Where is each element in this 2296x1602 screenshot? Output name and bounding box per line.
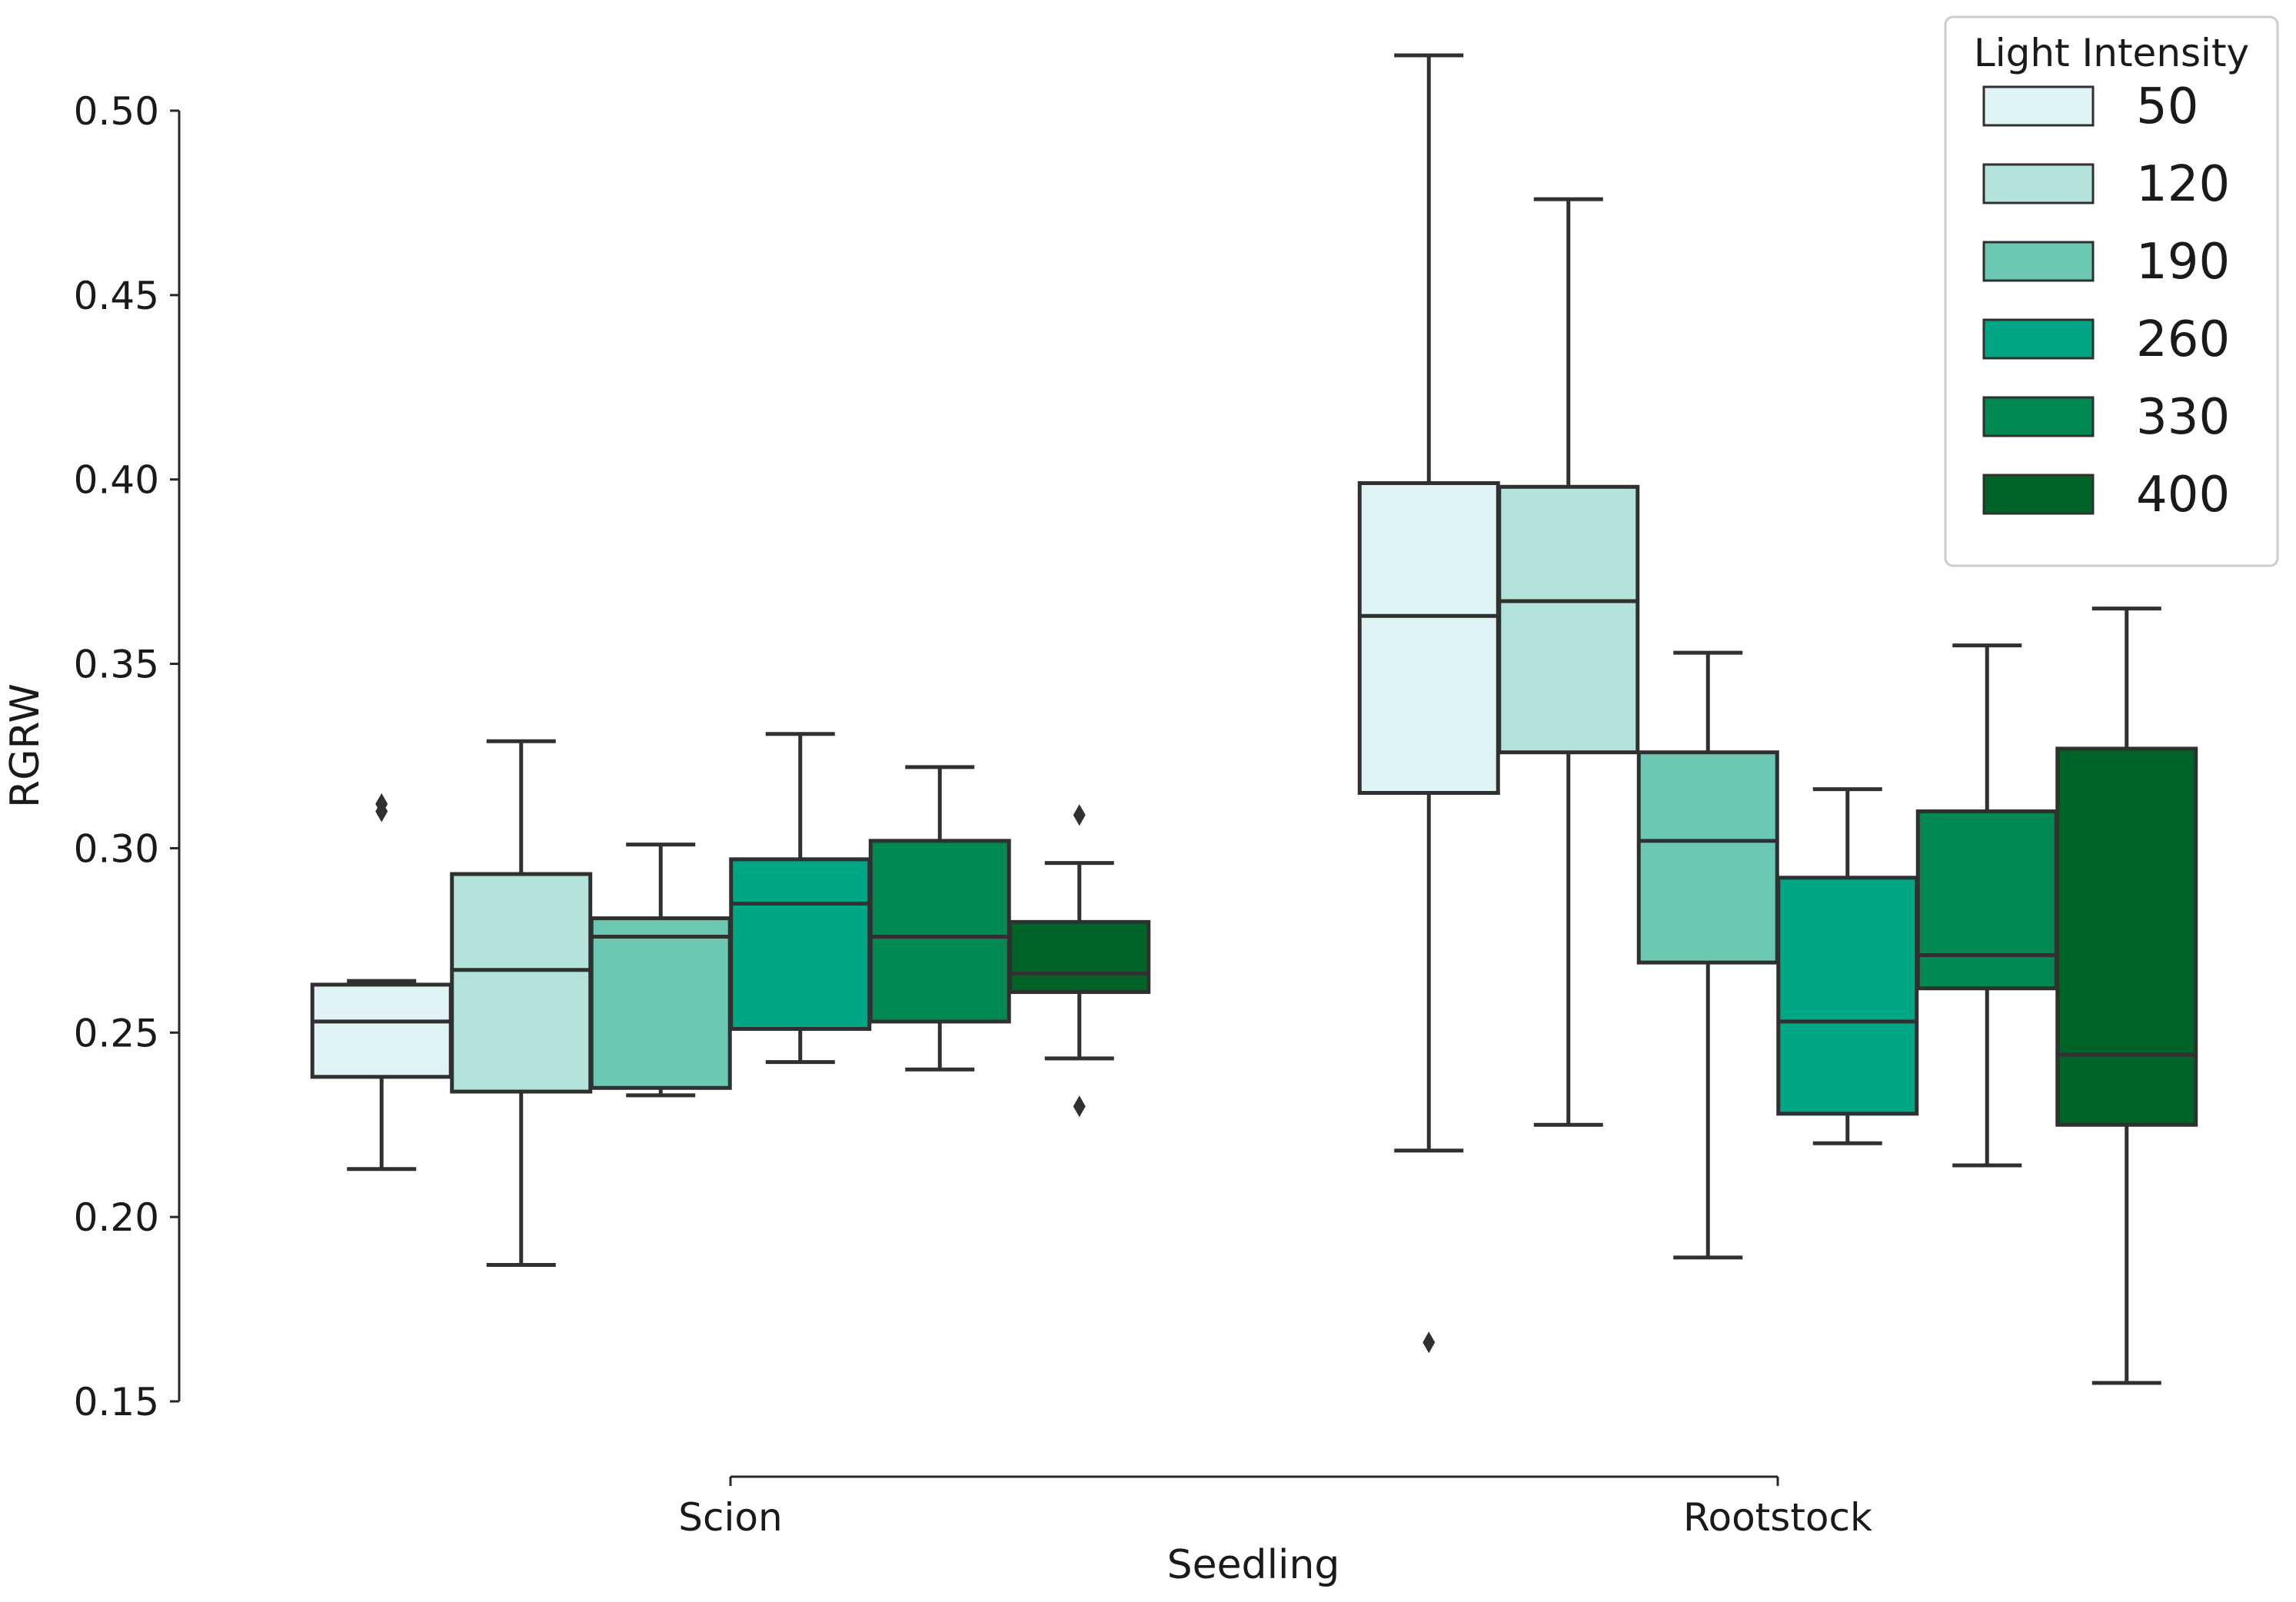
legend-swatch (1982, 396, 2095, 437)
box-body (1776, 876, 1919, 1116)
outlier-point (1423, 1331, 1436, 1354)
legend-item-260: 260 (1982, 311, 2230, 368)
box-body (2055, 746, 2198, 1127)
x-axis: Scion Rootstock (678, 1475, 1872, 1540)
box-rootstock-50 (1357, 53, 1500, 1354)
legend-swatch (1982, 163, 2095, 204)
legend-item-120: 120 (1982, 156, 2230, 213)
y-tick-label: 0.40 (74, 458, 159, 503)
box-scion-50 (310, 793, 453, 1172)
legend-item-50: 50 (1982, 78, 2198, 135)
box-body (310, 982, 453, 1079)
box-scion-400 (1008, 804, 1151, 1118)
box-rootstock-330 (1915, 643, 2058, 1168)
legend-items: 50 120 190 260 330 400 (1982, 78, 2230, 523)
legend-title: Light Intensity (1974, 31, 2249, 75)
box-body (729, 857, 872, 1031)
legend-label: 190 (2136, 234, 2230, 291)
outlier-point (375, 793, 388, 815)
y-tick-label: 0.15 (74, 1380, 159, 1424)
outlier-point (1073, 1095, 1086, 1118)
x-tick-label: Rootstock (1683, 1495, 1872, 1540)
legend-item-190: 190 (1982, 234, 2230, 291)
legend-swatch (1982, 241, 2095, 282)
box-body (450, 872, 593, 1094)
box-body (1357, 481, 1500, 795)
y-axis-label: RGRW (2, 683, 48, 808)
box-scion-120 (450, 739, 593, 1268)
y-axis: 0.15 0.20 0.25 0.30 0.35 0.40 0.45 0.50 (74, 89, 181, 1424)
box-rootstock-190 (1636, 650, 1779, 1260)
box-body (1497, 484, 1640, 755)
box-rootstock-120 (1497, 197, 1640, 1127)
box-body (1008, 919, 1151, 995)
box-scion-260 (729, 732, 872, 1065)
box-body (1636, 750, 1779, 965)
box-body (589, 916, 732, 1090)
y-tick-label: 0.20 (74, 1195, 159, 1240)
legend-label: 50 (2136, 78, 2198, 135)
x-axis-label: Seedling (1167, 1542, 1340, 1588)
legend-label: 400 (2136, 467, 2230, 523)
box-rootstock-400 (2055, 607, 2198, 1385)
box-scion-190 (589, 843, 732, 1098)
box-body (868, 839, 1011, 1024)
legend-swatch (1982, 318, 2095, 360)
x-tick-label: Scion (678, 1495, 782, 1540)
legend-label: 330 (2136, 389, 2230, 446)
y-tick-label: 0.30 (74, 826, 159, 871)
legend-swatch (1982, 474, 2095, 515)
box-rootstock-260 (1776, 787, 1919, 1145)
legend: Light Intensity 50 120 190 260 330 400 (1944, 15, 2279, 567)
legend-label: 260 (2136, 311, 2230, 368)
y-tick-label: 0.45 (74, 274, 159, 318)
legend-item-400: 400 (1982, 467, 2230, 523)
y-tick-label: 0.50 (74, 89, 159, 134)
box-scion-330 (868, 765, 1011, 1072)
legend-item-330: 330 (1982, 389, 2230, 446)
outlier-point (1073, 804, 1086, 826)
y-tick-label: 0.35 (74, 643, 159, 687)
box-body (1915, 809, 2058, 991)
legend-swatch (1982, 85, 2095, 127)
box-groups (310, 53, 2198, 1385)
legend-label: 120 (2136, 156, 2230, 213)
y-tick-label: 0.25 (74, 1011, 159, 1055)
